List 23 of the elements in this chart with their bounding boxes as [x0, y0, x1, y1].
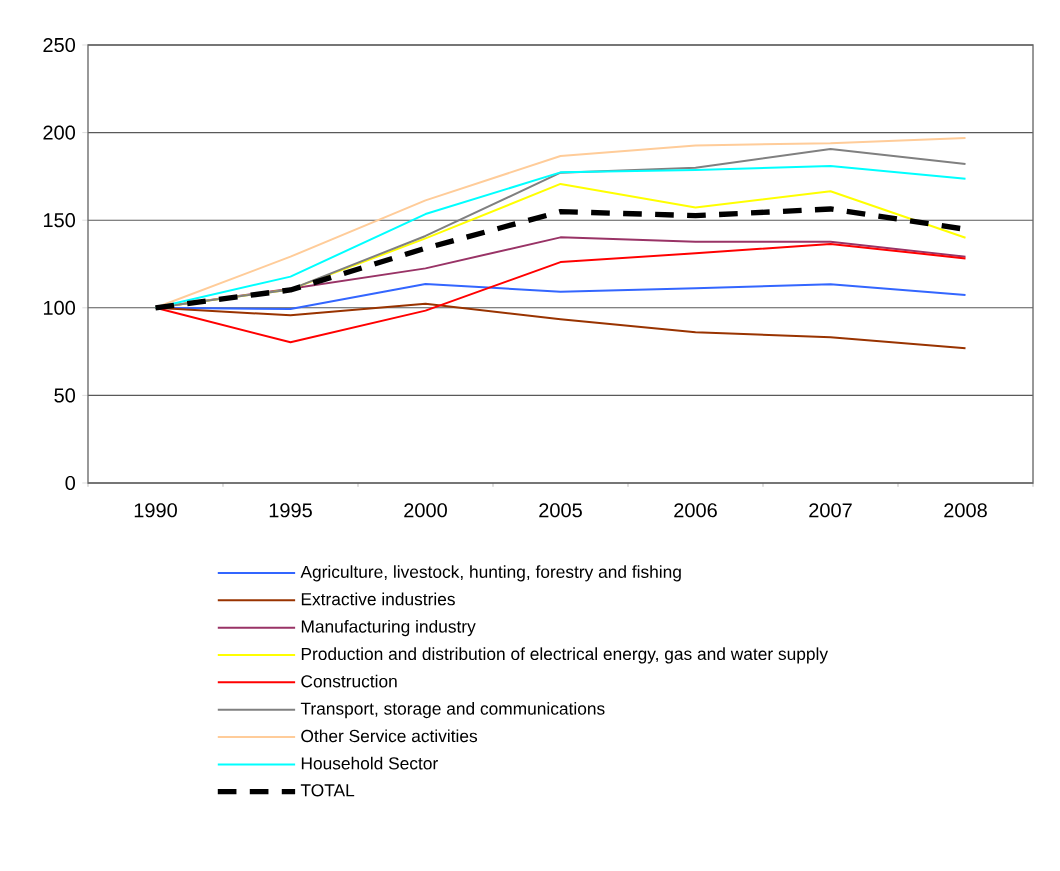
x-tick-label: 2006: [674, 503, 717, 518]
legend-label: TOTAL: [300, 784, 355, 797]
x-tick-label: 1995: [269, 503, 312, 518]
legend-label: Construction: [301, 674, 397, 688]
y-tick-label: 50: [54, 388, 76, 403]
legend-label: Other Service activities: [301, 729, 478, 743]
legend-label: Production and distribution of electrical energy, gas and water supply: [301, 647, 829, 664]
legend-label: Manufacturing industry: [301, 619, 476, 637]
legend-label: Household Sector: [301, 756, 438, 770]
x-tick-label: 2005: [539, 503, 582, 518]
y-tick-label: 0: [65, 475, 76, 491]
y-tick-label: 250: [43, 37, 76, 53]
legend-label: Transport, storage and communications: [300, 702, 605, 719]
x-tick-label: 2007: [809, 503, 852, 518]
y-tick-label: 100: [43, 300, 76, 315]
x-tick-label: 2000: [404, 503, 447, 518]
legend-label: Agriculture, livestock, hunting, forestry and fishing: [300, 565, 681, 582]
legend-label: Extractive industries: [301, 592, 455, 606]
x-tick-label: 2008: [944, 503, 987, 518]
y-tick-label: 150: [43, 213, 76, 228]
line-series: [154, 243, 967, 344]
y-tick-label: 200: [43, 125, 76, 140]
x-tick-label: 1990: [134, 503, 177, 518]
